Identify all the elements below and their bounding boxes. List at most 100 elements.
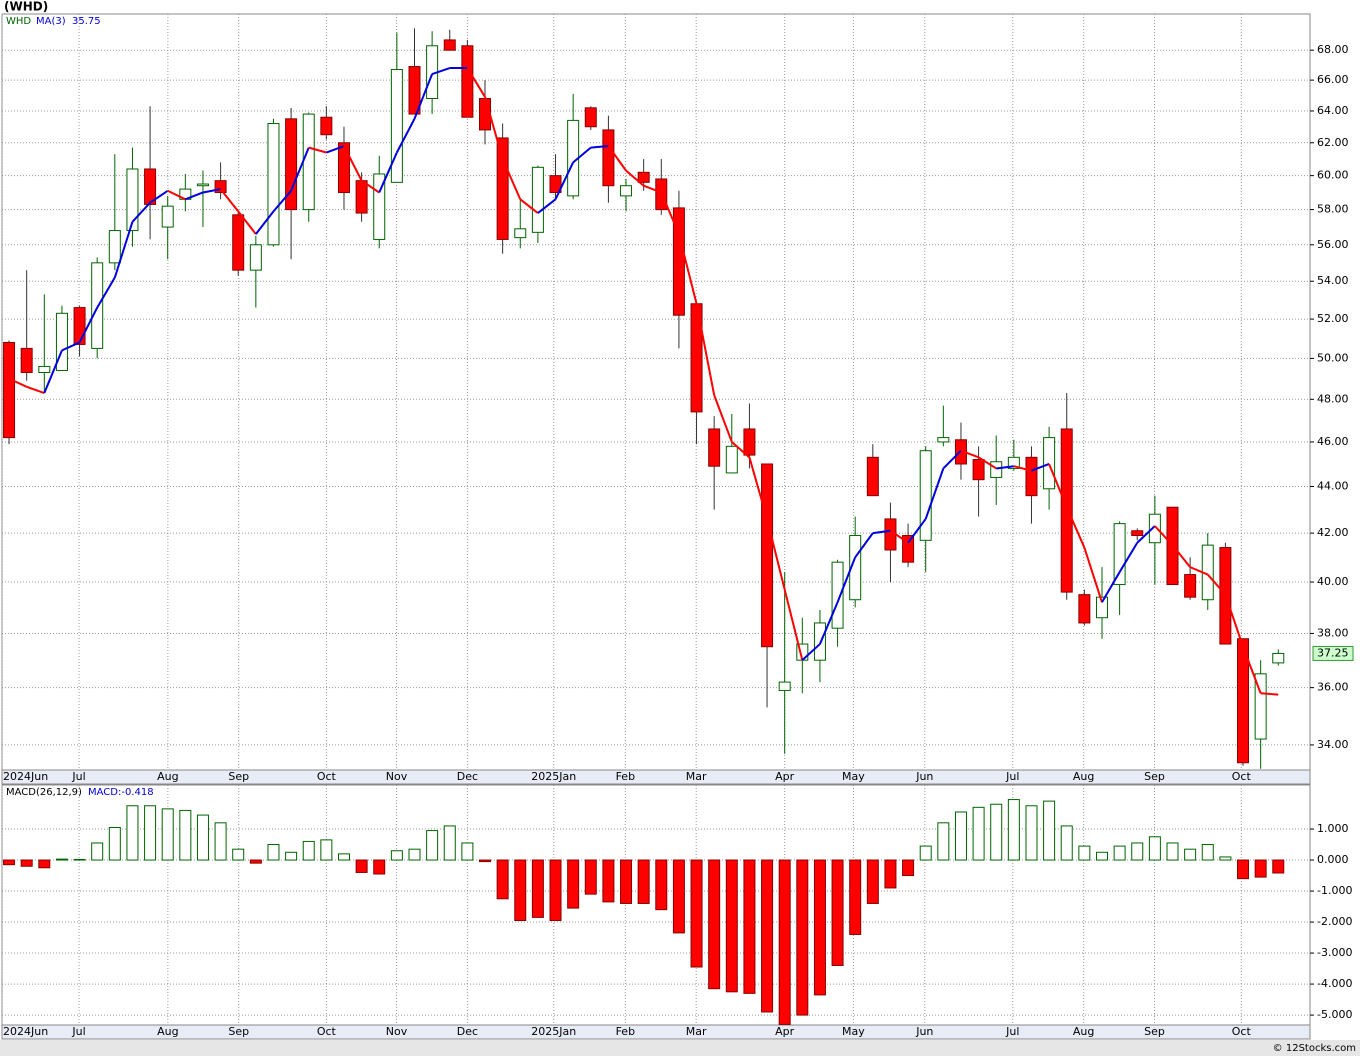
macd-bar [461, 842, 474, 861]
candle-body [937, 437, 950, 443]
macd-bar [866, 859, 879, 904]
macd-bar [1254, 859, 1267, 878]
x-tick-label: Sep [228, 1025, 249, 1038]
candle-body [179, 188, 192, 200]
candle-body [20, 347, 33, 374]
ma-line [872, 529, 891, 535]
x-tick-label: May [842, 770, 865, 783]
ma-line [1260, 692, 1279, 696]
candle-body [743, 428, 756, 456]
candle-body [302, 113, 315, 211]
candle-body [1237, 638, 1250, 764]
y-tick-label: 1.000 [1317, 822, 1349, 835]
candle-body [144, 168, 157, 205]
ma-line [554, 161, 575, 200]
candle-body [549, 175, 562, 193]
x-tick-label: Dec [457, 770, 478, 783]
candle-body [267, 123, 280, 246]
candle-body [531, 166, 544, 233]
ma-line [326, 145, 345, 154]
x-tick-label: Dec [457, 1025, 478, 1038]
candle-body [249, 244, 262, 271]
ma-line [537, 198, 557, 214]
y-tick-label: 38.00 [1317, 626, 1349, 639]
ma-line [1189, 566, 1209, 576]
x-tick-label: Aug [1073, 770, 1094, 783]
y-tick-label: 62.00 [1317, 136, 1349, 149]
footer-band [0, 1040, 1360, 1056]
candle-body [1025, 456, 1038, 497]
macd-bar [902, 859, 915, 877]
y-tick-label: 68.00 [1317, 43, 1349, 56]
ma-value: 35.75 [72, 16, 101, 27]
x-tick-label: Jul [1005, 1025, 1019, 1038]
macd-bar [761, 859, 774, 1013]
chart-title: (WHD) [4, 0, 48, 14]
macd-bar [972, 806, 985, 861]
ma-line [1207, 573, 1227, 596]
candle-body [443, 39, 456, 51]
y-tick-label: -4.000 [1317, 977, 1352, 990]
ma-line [237, 210, 257, 235]
ma-line [677, 233, 698, 305]
ma-line [1118, 542, 1139, 573]
macd-bar [355, 859, 368, 873]
candle-body [620, 185, 633, 197]
candle-body [761, 463, 774, 648]
y-tick-label: 64.00 [1317, 104, 1349, 117]
macd-bar [549, 859, 562, 922]
macd-bar [637, 859, 650, 904]
last-price-box [1312, 645, 1354, 661]
x-tick-label: Feb [616, 1025, 635, 1038]
x-tick-label: Jun [915, 1025, 933, 1038]
y-tick-label: -5.000 [1317, 1008, 1352, 1021]
y-tick-label: 58.00 [1317, 203, 1349, 216]
candle-body [584, 107, 597, 128]
y-tick-label: 48.00 [1317, 392, 1349, 405]
candle-body [831, 561, 844, 629]
macd-bar [214, 822, 227, 861]
candle-body [108, 230, 121, 264]
macd-bar [831, 859, 844, 966]
macd-bar [884, 859, 897, 889]
ma-line [960, 449, 979, 459]
ma-legend: MA(3) [36, 16, 66, 27]
candle-body [972, 459, 985, 481]
ma-line [836, 556, 857, 603]
macd-bar [38, 859, 51, 869]
candle-body [514, 228, 527, 239]
x-tick-label: 2025Jan [531, 770, 576, 783]
candle-body [161, 205, 174, 228]
x-axis-band [1, 769, 1311, 785]
macd-bar [91, 842, 104, 861]
candle-body [849, 535, 862, 601]
last-price-label: 37.25 [1317, 646, 1349, 659]
candle-body [919, 450, 932, 541]
ma-line [1048, 463, 1068, 508]
macd-bar [232, 848, 245, 861]
y-tick-label: 50.00 [1317, 351, 1349, 364]
macd-bar [479, 859, 492, 863]
x-tick-label: Sep [228, 770, 249, 783]
candle-body [373, 173, 386, 240]
ma-line [466, 67, 486, 98]
ma-line [395, 118, 416, 153]
macd-bar [285, 851, 298, 861]
candle-body [320, 116, 333, 136]
candle-body [3, 341, 16, 439]
x-tick-label: 2024Jun [3, 1025, 48, 1038]
candle-body [902, 535, 915, 563]
ma-line [1013, 465, 1032, 472]
macd-bar [373, 859, 386, 875]
macd-bar [320, 839, 333, 861]
ma-line [748, 457, 769, 520]
macd-bar [20, 859, 33, 867]
y-tick-label: 44.00 [1317, 480, 1349, 493]
ma-line [255, 210, 275, 235]
macd-bar [531, 859, 544, 918]
ma-line [8, 377, 28, 388]
x-tick-label: Jul [1005, 770, 1019, 783]
ma-line [1083, 547, 1103, 603]
ma-line [907, 518, 927, 544]
ma-line [996, 465, 1014, 470]
